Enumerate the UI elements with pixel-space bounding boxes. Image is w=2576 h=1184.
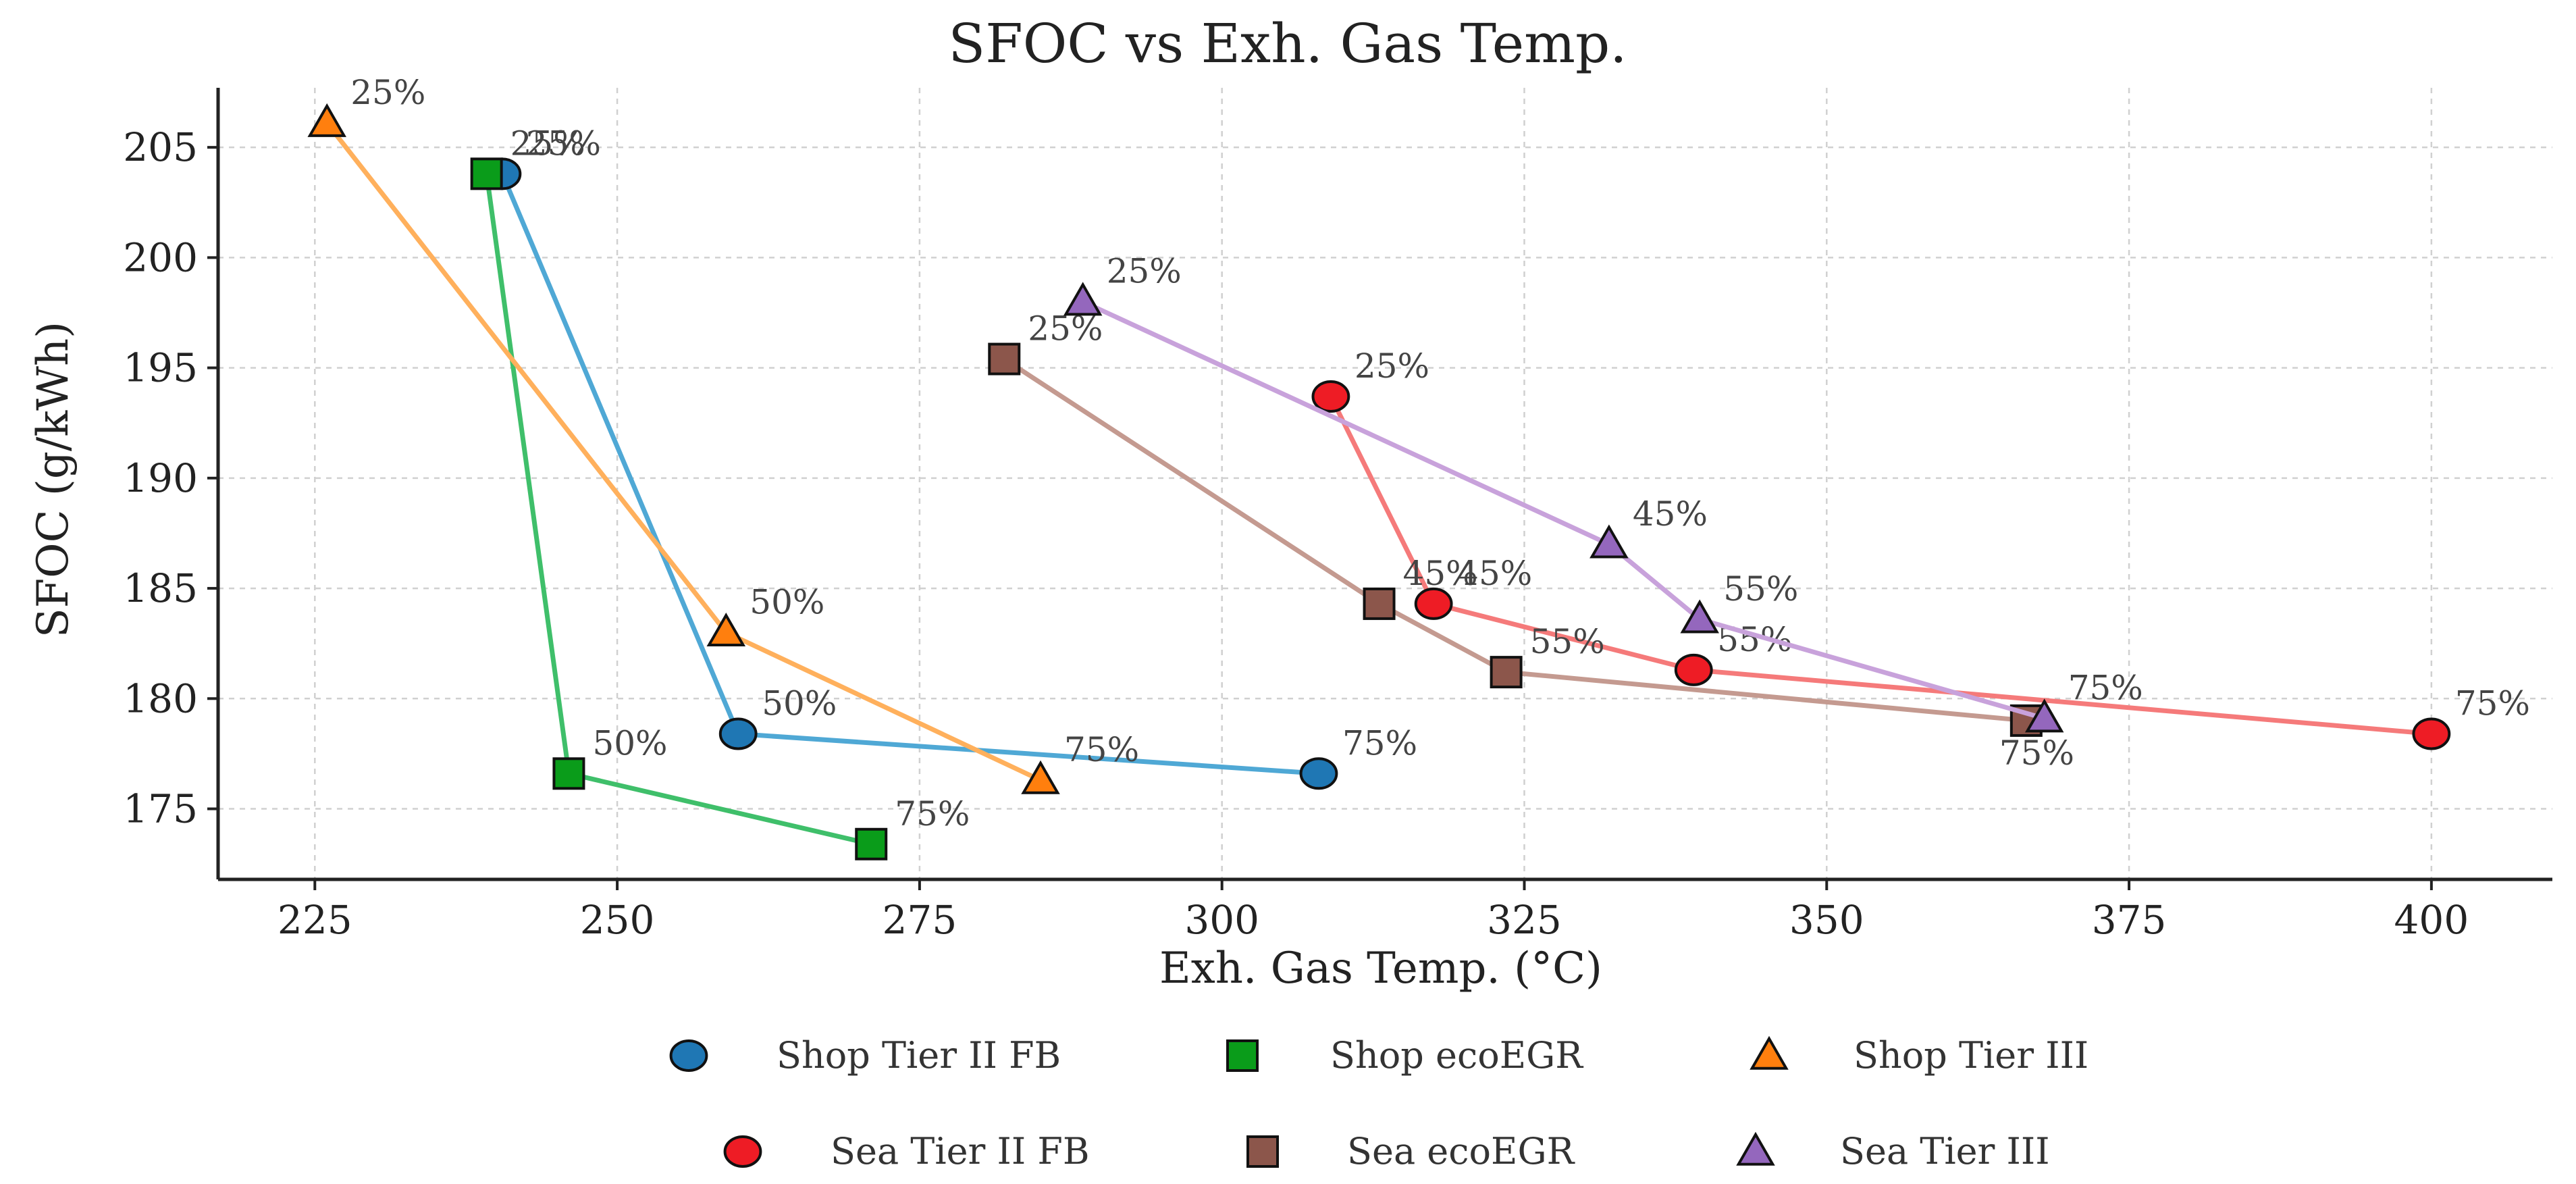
series-sea-tier-ii-fb: 25% 45% 55% 75% <box>1311 346 2530 750</box>
data-point <box>1311 380 1350 413</box>
data-label: 25% <box>350 73 425 112</box>
data-point <box>2024 698 2064 733</box>
x-tick-label: 350 <box>1789 897 1864 943</box>
legend-marker <box>1226 1039 1259 1072</box>
y-tick-label: 180 <box>123 675 198 721</box>
legend-marker <box>1750 1035 1789 1070</box>
legend-label: Shop Tier III <box>1854 1034 2088 1077</box>
data-point <box>1680 599 1719 634</box>
data-label: 75% <box>2455 684 2530 723</box>
data-label: 75% <box>895 794 970 833</box>
series-line <box>1328 395 2432 737</box>
data-point <box>1490 656 1523 689</box>
series-line <box>1003 357 2027 723</box>
series-line <box>1082 299 2045 721</box>
series-shop-tier-ii-fb: 25% 50% 75% <box>483 124 1417 790</box>
data-label: 25% <box>1355 346 1429 386</box>
data-label: 50% <box>750 582 824 621</box>
legend-marker <box>723 1135 762 1168</box>
series-line <box>500 172 1319 776</box>
series-shop-ecoegr: 25% 50% 75% <box>470 124 970 860</box>
data-label: 50% <box>762 684 837 723</box>
chart-title: SFOC vs Exh. Gas Temp. <box>948 12 1627 75</box>
legend-label: Shop ecoEGR <box>1330 1034 1583 1077</box>
series-sea-tier-iii: 25% 45% 55% 75% <box>1063 252 2143 733</box>
y-tick-label: 185 <box>123 565 198 611</box>
data-label: 25% <box>1107 252 1182 291</box>
y-tick-label: 195 <box>123 345 198 391</box>
y-tick-label: 175 <box>123 786 198 832</box>
data-point <box>552 757 585 790</box>
data-point <box>1589 524 1629 559</box>
legend-marker <box>1736 1131 1775 1166</box>
legend-label: Sea Tier III <box>1840 1130 2050 1173</box>
data-point <box>1299 757 1338 790</box>
axes: 225 250 275 300 325 350 375 400 175 180 185 190 195 2… <box>123 88 2552 943</box>
data-point <box>706 613 746 647</box>
data-label: 50% <box>592 723 667 763</box>
legend: Shop Tier II FB Shop ecoEGR Shop Tier III S… <box>669 1034 2088 1173</box>
legend-item: Shop Tier II FB <box>669 1034 1061 1077</box>
data-point <box>718 717 758 750</box>
x-tick-label: 325 <box>1487 897 1562 943</box>
legend-item: Sea Tier II FB <box>723 1130 1090 1173</box>
y-axis-label: SFOC (g/kWh) <box>28 321 78 638</box>
x-tick-label: 375 <box>2092 897 2167 943</box>
series-shop-tier-iii: 25% 50% 75% <box>307 73 1139 794</box>
data-label: 55% <box>1530 622 1605 661</box>
x-tick-label: 300 <box>1184 897 1259 943</box>
data-label: 45% <box>1403 554 1478 593</box>
y-tick-label: 200 <box>123 234 198 280</box>
data-label: 25% <box>526 124 601 163</box>
data-point <box>1414 587 1453 620</box>
legend-item: Shop ecoEGR <box>1226 1034 1583 1077</box>
data-label: 75% <box>1999 733 2074 773</box>
data-point <box>855 827 888 860</box>
x-tick-label: 225 <box>278 897 352 943</box>
data-point <box>307 103 346 137</box>
y-tick-label: 205 <box>123 124 198 170</box>
x-axis-label: Exh. Gas Temp. (°C) <box>1159 944 1602 994</box>
data-label: 25% <box>510 124 585 163</box>
legend-label: Shop Tier II FB <box>777 1034 1061 1077</box>
data-label: 45% <box>1633 494 1708 534</box>
x-tick-label: 400 <box>2394 897 2469 943</box>
legend-item: Sea Tier III <box>1736 1130 2050 1173</box>
data-label: 45% <box>1457 554 1532 593</box>
data-label: 55% <box>1723 569 1798 609</box>
x-tick-label: 275 <box>883 897 957 943</box>
data-label: 75% <box>1064 730 1139 769</box>
data-point <box>1674 653 1713 686</box>
data-point <box>470 157 503 190</box>
series-layer: 25%50%75%25%50%75%25%50%75%25%45%55%75%2… <box>307 73 2530 860</box>
y-tick-label: 190 <box>123 455 198 501</box>
x-tick-label: 250 <box>580 897 655 943</box>
legend-label: Sea ecoEGR <box>1347 1130 1575 1173</box>
data-label: 75% <box>2068 669 2143 708</box>
data-label: 75% <box>1342 723 1417 763</box>
legend-label: Sea Tier II FB <box>831 1130 1090 1173</box>
data-point <box>988 342 1021 376</box>
legend-item: Sea ecoEGR <box>1246 1130 1575 1173</box>
legend-marker <box>669 1039 708 1072</box>
data-point <box>1021 760 1060 794</box>
data-point <box>2412 717 2451 750</box>
series-sea-ecoegr: 25% 45% 55% 75% <box>988 309 2074 773</box>
data-point <box>1363 587 1396 620</box>
legend-marker <box>1246 1135 1279 1168</box>
legend-item: Shop Tier III <box>1750 1034 2088 1077</box>
series-line <box>325 122 1042 783</box>
data-point <box>1063 282 1103 316</box>
